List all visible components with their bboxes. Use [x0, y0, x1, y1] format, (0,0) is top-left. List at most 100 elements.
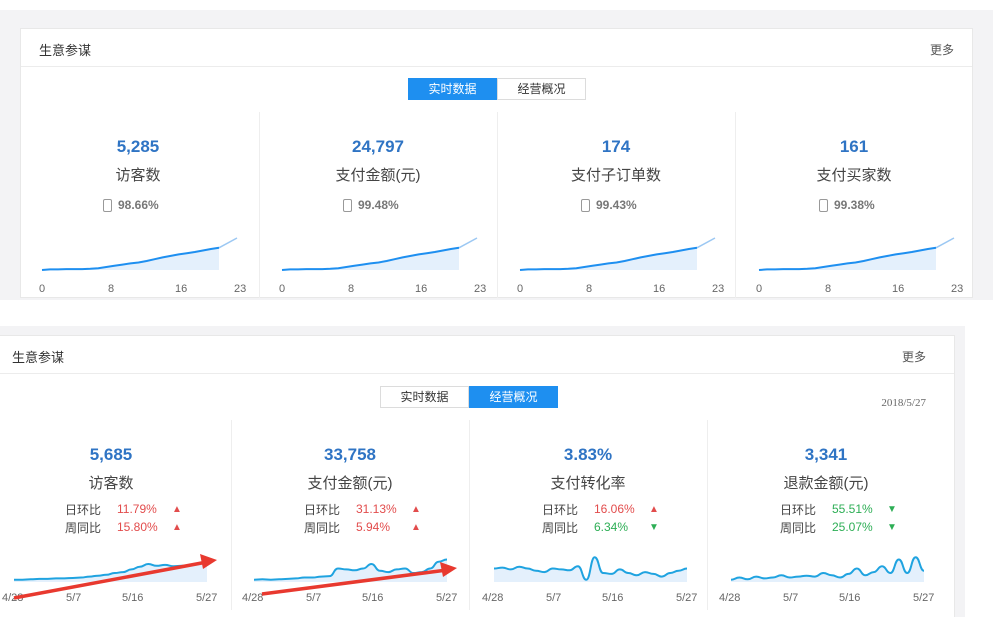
- x-tick-label: 5/27: [436, 592, 457, 604]
- sparkline-area: [282, 247, 459, 270]
- metric-card[interactable]: 5,285 访客数: [48, 137, 228, 185]
- arrow-down-icon: ▼: [887, 503, 897, 515]
- x-tick-label: 0: [279, 283, 285, 295]
- x-tick-label: 5/27: [676, 592, 697, 604]
- divider: [469, 420, 470, 610]
- arrow-down-icon: ▼: [649, 521, 659, 533]
- sparkline-line: [41, 246, 220, 271]
- comparison-value: 55.51%: [832, 502, 873, 516]
- x-tick-label: 5/7: [546, 592, 561, 604]
- x-tick-label: 23: [234, 283, 246, 295]
- arrow-up-icon: ▲: [411, 503, 421, 515]
- arrow-up-icon: ▲: [649, 503, 659, 515]
- comparison-value: 15.80%: [117, 520, 158, 534]
- x-tick-label: 5/27: [913, 592, 934, 604]
- tab-bar: 实时数据 经营概况: [408, 78, 586, 100]
- sparkline-line: [519, 246, 698, 271]
- x-tick-label: 4/28: [719, 592, 740, 604]
- arrow-head-icon: [440, 562, 457, 577]
- more-link[interactable]: 更多: [929, 43, 954, 57]
- annotation-arrow: [13, 560, 208, 600]
- metric-card[interactable]: 161 支付买家数: [764, 137, 944, 185]
- phone-icon: [581, 198, 590, 212]
- week-over-week-row: 周同比 6.34% ▼: [542, 518, 659, 536]
- sparkline-line: [14, 560, 208, 581]
- arrow-head-icon: [200, 554, 217, 569]
- x-tick-label: 16: [415, 283, 427, 295]
- comparison-value: 11.79%: [117, 502, 157, 516]
- panel-header: 生意参谋 更多: [21, 29, 972, 67]
- mobile-share: 98.66%: [103, 198, 159, 212]
- day-over-day-row: 日环比 31.13% ▲: [304, 500, 421, 518]
- x-tick-label: 4/28: [482, 592, 503, 604]
- x-tick-label: 0: [39, 283, 45, 295]
- panel-title: 生意参谋: [39, 43, 92, 58]
- panel-header: 生意参谋 更多: [0, 336, 954, 374]
- sparkline-line: [730, 556, 925, 581]
- metric-card[interactable]: 33,758 支付金额(元): [260, 445, 440, 493]
- x-tick-label: 23: [474, 283, 486, 295]
- metric-value: 33,758: [324, 445, 376, 464]
- comparison-block: 日环比 11.79% ▲ 周同比 15.80% ▲: [65, 500, 182, 536]
- x-tick-label: 5/7: [66, 592, 81, 604]
- metric-label: 访客数: [115, 167, 161, 184]
- tab-overview[interactable]: 经营概况: [497, 78, 586, 100]
- arrow-up-icon: ▲: [172, 521, 182, 533]
- metric-label: 支付子订单数: [570, 167, 661, 184]
- metric-card[interactable]: 3.83% 支付转化率: [498, 445, 678, 493]
- comparison-label: 日环比: [65, 502, 102, 517]
- metric-value: 5,285: [116, 137, 160, 156]
- metric-value: 161: [839, 137, 869, 156]
- x-tick-label: 5/7: [783, 592, 798, 604]
- comparison-label: 周同比: [65, 520, 102, 535]
- sparkline-line: [493, 556, 688, 581]
- mobile-share: 99.43%: [581, 198, 637, 212]
- metric-card[interactable]: 24,797 支付金额(元): [288, 137, 468, 185]
- comparison-label: 周同比: [304, 520, 341, 535]
- sparkline-line: [281, 246, 460, 271]
- metric-card[interactable]: 3,341 退款金额(元): [736, 445, 916, 493]
- comparison-value: 5.94%: [356, 520, 391, 534]
- mobile-share-value: 99.38%: [834, 198, 875, 212]
- comparison-block: 日环比 55.51% ▼ 周同比 25.07% ▼: [780, 500, 897, 536]
- day-over-day-row: 日环比 11.79% ▲: [65, 500, 182, 518]
- week-over-week-row: 周同比 15.80% ▲: [65, 518, 182, 536]
- x-tick-label: 4/28: [2, 592, 23, 604]
- day-over-day-row: 日环比 55.51% ▼: [780, 500, 897, 518]
- tab-realtime[interactable]: 实时数据: [408, 78, 497, 100]
- more-link[interactable]: 更多: [901, 350, 926, 364]
- comparison-label: 日环比: [780, 502, 817, 517]
- comparison-value: 31.13%: [356, 502, 397, 516]
- sparkline-forecast: [458, 237, 478, 249]
- annotation-arrow: [261, 568, 448, 596]
- x-tick-label: 0: [517, 283, 523, 295]
- x-tick-label: 5/16: [122, 592, 143, 604]
- x-tick-label: 23: [951, 283, 963, 295]
- sparkline-forecast: [696, 237, 716, 249]
- comparison-value: 25.07%: [832, 520, 873, 534]
- tab-overview[interactable]: 经营概况: [469, 386, 558, 408]
- sparkline-line: [758, 246, 937, 271]
- comparison-block: 日环比 16.06% ▲ 周同比 6.34% ▼: [542, 500, 659, 536]
- tab-realtime[interactable]: 实时数据: [380, 386, 469, 408]
- comparison-block: 日环比 31.13% ▲ 周同比 5.94% ▲: [304, 500, 421, 536]
- mobile-share-value: 99.43%: [596, 198, 637, 212]
- phone-icon: [819, 198, 828, 212]
- metric-card[interactable]: 174 支付子订单数: [526, 137, 706, 185]
- metric-value: 3,341: [804, 445, 848, 464]
- metric-card[interactable]: 5,685 访客数: [21, 445, 201, 493]
- x-tick-label: 5/16: [839, 592, 860, 604]
- x-tick-label: 8: [108, 283, 114, 295]
- comparison-label: 周同比: [542, 520, 579, 535]
- arrow-up-icon: ▲: [411, 521, 421, 533]
- comparison-label: 日环比: [542, 502, 579, 517]
- week-over-week-row: 周同比 5.94% ▲: [304, 518, 421, 536]
- metric-label: 支付买家数: [816, 167, 892, 184]
- sparkline-area: [14, 561, 207, 582]
- comparison-label: 日环比: [304, 502, 341, 517]
- sparkline-forecast: [218, 237, 238, 249]
- x-tick-label: 8: [348, 283, 354, 295]
- x-tick-label: 8: [825, 283, 831, 295]
- sparkline-forecast: [935, 237, 955, 249]
